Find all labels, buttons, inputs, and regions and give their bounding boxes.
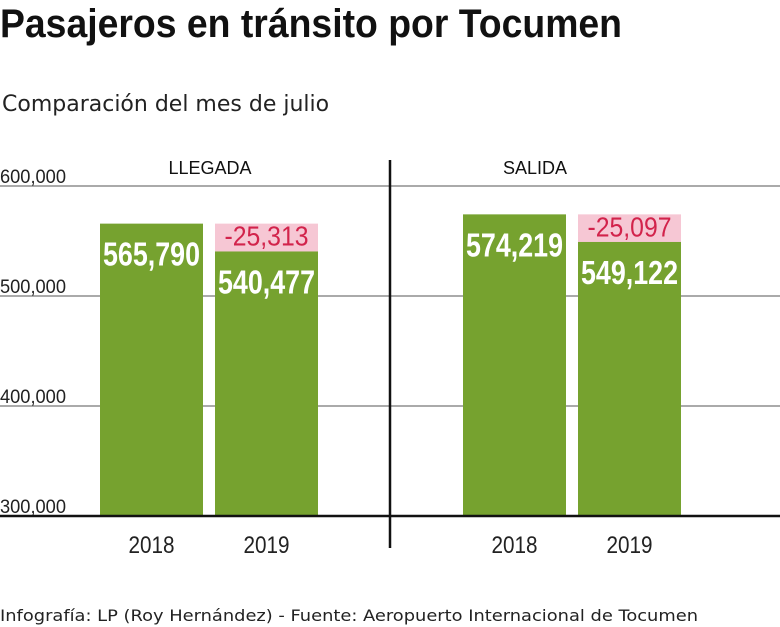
y-tick-label: 500,000 [0,277,66,298]
x-tick-label: 2018 [492,532,538,559]
footer-credit: Infografía: LP (Roy Hernández) - Fuente:… [0,606,698,625]
chart-subtitle: Comparación del mes de julio [2,92,329,117]
panel-label: LLEGADA [168,158,251,178]
difference-label: -25,097 [588,211,672,242]
bar [215,251,318,517]
y-tick-label: 300,000 [0,497,66,518]
bar [463,214,566,516]
difference-label: -25,313 [225,221,309,252]
y-tick-label: 600,000 [0,167,66,188]
bar [578,241,681,516]
x-tick-label: 2018 [129,532,175,559]
panel-label: SALIDA [503,158,567,178]
bar [100,223,203,517]
x-tick-label: 2019 [607,532,653,559]
difference-band [578,214,681,242]
bar-value-label: 565,790 [103,236,200,273]
bar-value-label: 540,477 [218,263,315,300]
difference-band [215,223,318,252]
bar-value-label: 549,122 [581,254,678,291]
chart-title: Pasajeros en tránsito por Tocumen [0,2,622,46]
x-tick-label: 2019 [244,532,290,559]
bar-value-label: 574,219 [466,226,563,263]
y-tick-label: 400,000 [0,387,66,408]
bars: LLEGADA 565,790 2018 -25,313 540,477 2019 SALI… [0,158,780,559]
